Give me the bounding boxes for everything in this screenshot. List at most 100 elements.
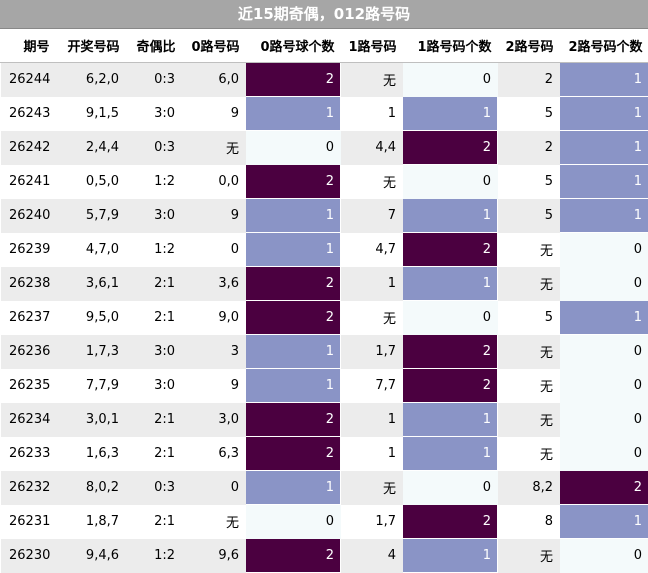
table-cell: 2 xyxy=(498,131,560,165)
table-cell: 2 xyxy=(246,403,341,437)
table-cell: 3 xyxy=(182,335,246,369)
table-cell: 8,0,2 xyxy=(56,471,126,505)
table-cell: 9 xyxy=(182,97,246,131)
table-cell: 5 xyxy=(498,301,560,335)
table-cell: 1:2 xyxy=(126,233,182,267)
table-cell: 9,5,0 xyxy=(56,301,126,335)
table-cell: 0:3 xyxy=(126,471,182,505)
table-cell: 26231 xyxy=(1,505,56,539)
table-cell: 6,0 xyxy=(182,63,246,97)
table-cell: 9 xyxy=(182,369,246,403)
table-cell: 7,7 xyxy=(341,369,403,403)
table-cell: 1 xyxy=(403,199,498,233)
table-cell: 1 xyxy=(560,199,648,233)
table-cell: 26233 xyxy=(1,437,56,471)
table-cell: 1 xyxy=(246,335,341,369)
column-header: 奇偶比 xyxy=(126,29,182,63)
table-cell: 无 xyxy=(498,403,560,437)
table-cell: 1,7,3 xyxy=(56,335,126,369)
column-header: 期号 xyxy=(1,29,56,63)
table-cell: 3:0 xyxy=(126,335,182,369)
table-cell: 6,3 xyxy=(182,437,246,471)
table-cell: 0 xyxy=(246,131,341,165)
table-cell: 0,0 xyxy=(182,165,246,199)
table-cell: 2:1 xyxy=(126,505,182,539)
table-cell: 3,0,1 xyxy=(56,403,126,437)
table-cell: 26234 xyxy=(1,403,56,437)
table-cell: 0:3 xyxy=(126,131,182,165)
table-cell: 1,7 xyxy=(341,335,403,369)
table-cell: 2:1 xyxy=(126,267,182,301)
table-cell: 0 xyxy=(403,301,498,335)
table-cell: 2 xyxy=(246,437,341,471)
table-cell: 2 xyxy=(498,63,560,97)
table-cell: 0 xyxy=(560,403,648,437)
table-cell: 26239 xyxy=(1,233,56,267)
table-cell: 1 xyxy=(341,403,403,437)
table-cell: 1 xyxy=(341,437,403,471)
table-cell: 26230 xyxy=(1,539,56,573)
column-header: 2路号码 xyxy=(498,29,560,63)
table-cell: 2 xyxy=(246,539,341,573)
table-cell: 1 xyxy=(246,369,341,403)
table-cell: 无 xyxy=(498,437,560,471)
table-cell: 5 xyxy=(498,97,560,131)
column-header: 1路号码 xyxy=(341,29,403,63)
table-cell: 无 xyxy=(498,267,560,301)
table-cell: 2 xyxy=(246,63,341,97)
table-cell: 1 xyxy=(403,437,498,471)
table-cell: 6,2,0 xyxy=(56,63,126,97)
table-cell: 无 xyxy=(341,301,403,335)
table-cell: 0,5,0 xyxy=(56,165,126,199)
table-cell: 3,6 xyxy=(182,267,246,301)
table-title: 近15期奇偶，012路号码 xyxy=(0,0,648,29)
table-cell: 无 xyxy=(498,335,560,369)
table-cell: 1 xyxy=(341,97,403,131)
table-cell: 2 xyxy=(246,301,341,335)
table-cell: 1,8,7 xyxy=(56,505,126,539)
table-cell: 1,7 xyxy=(341,505,403,539)
table-cell: 26242 xyxy=(1,131,56,165)
table-cell: 1 xyxy=(560,97,648,131)
table-cell: 1 xyxy=(403,267,498,301)
table-cell: 3:0 xyxy=(126,97,182,131)
table-cell: 26241 xyxy=(1,165,56,199)
table-cell: 1 xyxy=(246,199,341,233)
table-cell: 无 xyxy=(498,233,560,267)
table-cell: 2 xyxy=(246,165,341,199)
table-cell: 0:3 xyxy=(126,63,182,97)
table-cell: 1 xyxy=(403,97,498,131)
table-cell: 4,4 xyxy=(341,131,403,165)
table-cell: 2 xyxy=(246,267,341,301)
table-cell: 0 xyxy=(560,267,648,301)
table-cell: 2 xyxy=(403,335,498,369)
table-cell: 9,1,5 xyxy=(56,97,126,131)
column-header: 0路号球个数 xyxy=(246,29,341,63)
table-cell: 0 xyxy=(560,233,648,267)
table-cell: 1 xyxy=(560,301,648,335)
table-cell: 26232 xyxy=(1,471,56,505)
table-cell: 4,7 xyxy=(341,233,403,267)
table-cell: 0 xyxy=(403,63,498,97)
table-cell: 1:2 xyxy=(126,165,182,199)
table-cell: 3,6,1 xyxy=(56,267,126,301)
table-cell: 3:0 xyxy=(126,369,182,403)
table-cell: 1 xyxy=(560,165,648,199)
table-cell: 26236 xyxy=(1,335,56,369)
table-cell: 2,4,4 xyxy=(56,131,126,165)
table-cell: 1 xyxy=(341,267,403,301)
table-cell: 1,6,3 xyxy=(56,437,126,471)
table-cell: 0 xyxy=(246,505,341,539)
table-cell: 26235 xyxy=(1,369,56,403)
table-cell: 3:0 xyxy=(126,199,182,233)
table-cell: 2 xyxy=(403,369,498,403)
table-cell: 5,7,9 xyxy=(56,199,126,233)
